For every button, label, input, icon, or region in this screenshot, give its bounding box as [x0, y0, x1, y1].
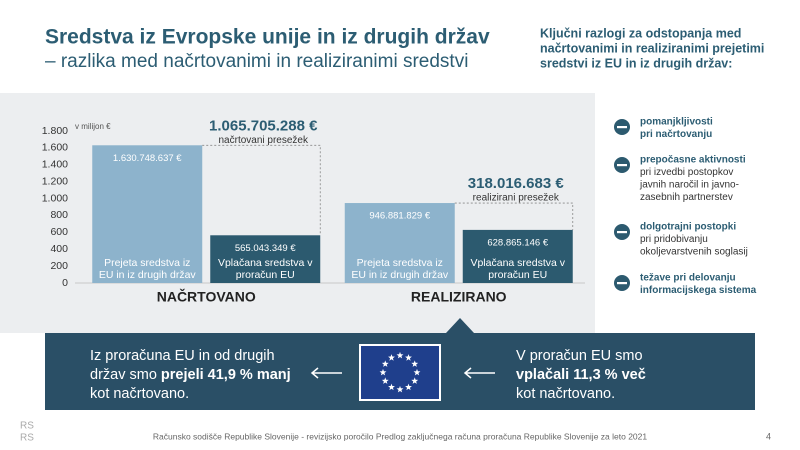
bar-series-name: Prejeta sredstva iz EU in iz drugih drža… — [351, 257, 449, 281]
subtitle: – razlika med načrtovanimi in realiziran… — [45, 51, 468, 72]
y-tick-label: 800 — [50, 209, 68, 221]
page-number: 4 — [766, 431, 771, 441]
bar — [210, 235, 321, 283]
item-text: pri pridobivanju — [640, 234, 708, 245]
footer-text: Računsko sodišče Republike Slovenije - r… — [153, 431, 647, 441]
star — [388, 383, 395, 391]
item-bold: prepočasne aktivnosti — [640, 155, 746, 166]
y-tick-label: 1.800 — [42, 125, 68, 137]
item-text: zasebnih partnerstev — [640, 192, 733, 203]
item-text: pri izvedbi postopkov — [640, 167, 733, 178]
star — [388, 354, 395, 361]
value-label: 1.630.748.637 € — [113, 153, 182, 164]
star — [381, 360, 389, 367]
annotation-amount: 318.016.683 € — [468, 175, 565, 192]
star — [396, 385, 404, 393]
value-label: 628.865.146 € — [487, 237, 548, 248]
item-text: okoljevarstvenih soglasij — [640, 247, 748, 258]
dashed-guide — [202, 144, 321, 236]
bar-series-name: Vplačana sredstva v proračun EU — [470, 257, 566, 281]
x-tick-label: REALIZIRANO — [411, 289, 507, 305]
item-bold: pomanjkljivosti — [640, 117, 713, 128]
star — [405, 383, 412, 391]
item-icon-minus — [617, 126, 627, 129]
y-tick-label: 1.200 — [42, 175, 68, 187]
item-bold: dolgotrajni postopki — [640, 222, 736, 233]
annotation-amount: 1.065.705.288 € — [209, 117, 318, 134]
annotation-text: realizirani presežek — [473, 193, 560, 204]
logo: RS — [20, 421, 34, 432]
item-icon-minus — [617, 282, 627, 285]
logo: RS — [20, 433, 34, 444]
y-tick-label: 600 — [50, 226, 68, 238]
star — [396, 351, 404, 359]
dashed-guide — [454, 202, 574, 230]
item-bold: informacijskega sistema — [640, 285, 757, 296]
banner-text: držav smo prejeli 41,9 % manj — [90, 367, 291, 383]
y-tick-label: 200 — [50, 260, 68, 272]
banner-text: Iz proračuna EU in od drugih — [90, 348, 275, 364]
banner-notch — [446, 318, 474, 333]
y-tick-label: 1.600 — [42, 142, 68, 154]
item-icon-minus — [617, 231, 627, 234]
annotation-text: načrtovani presežek — [219, 135, 309, 146]
banner-bold: vplačali 11,3 % več — [516, 367, 646, 383]
star — [413, 368, 421, 376]
y-tick-label: 400 — [50, 243, 68, 255]
sidebar-heading: Ključni razlogi za odstopanja med — [540, 26, 741, 40]
y-tick-label: 0 — [62, 277, 68, 289]
star — [411, 360, 419, 367]
star — [381, 377, 389, 384]
bar-series-name: Prejeta sredstva iz EU in iz drugih drža… — [98, 257, 196, 281]
title: Sredstva iz Evropske unije in iz drugih … — [45, 26, 490, 49]
star — [405, 354, 412, 361]
banner-bold: prejeli 41,9 % manj — [161, 367, 291, 383]
banner-text: držav smo — [90, 367, 161, 383]
star — [379, 368, 387, 376]
y-tick-label: 1.400 — [42, 159, 68, 171]
value-label: 565.043.349 € — [235, 243, 296, 254]
banner-text: V proračun EU smo — [516, 348, 643, 364]
item-icon-minus — [617, 164, 627, 167]
bar — [92, 145, 203, 283]
banner-text: kot načrtovano. — [516, 386, 615, 402]
item-bold: težave pri delovanju — [640, 273, 736, 284]
arrow — [310, 367, 342, 379]
item-text: javnih naročil in javno- — [639, 180, 739, 191]
arrows — [310, 367, 495, 379]
eu-stars — [379, 351, 421, 393]
x-tick-label: NAČRTOVANO — [157, 288, 256, 305]
star — [411, 377, 419, 384]
sidebar-heading: načrtovanimi in realiziranimi prejetimi — [540, 41, 764, 55]
bar-series-name: Vplačana sredstva v proračun EU — [217, 257, 313, 281]
sidebar-heading: sredstvi iz EU in iz drugih držav: — [540, 56, 732, 70]
item-bold: pri načrtovanju — [640, 129, 712, 140]
value-label: 946.881.829 € — [369, 211, 430, 222]
bar — [344, 203, 455, 283]
y-axis-label: v milijon € — [75, 122, 111, 131]
banner-text: kot načrtovano. — [90, 386, 189, 402]
y-tick-label: 1.000 — [42, 192, 68, 204]
arrow — [463, 367, 495, 379]
bar — [462, 229, 573, 283]
